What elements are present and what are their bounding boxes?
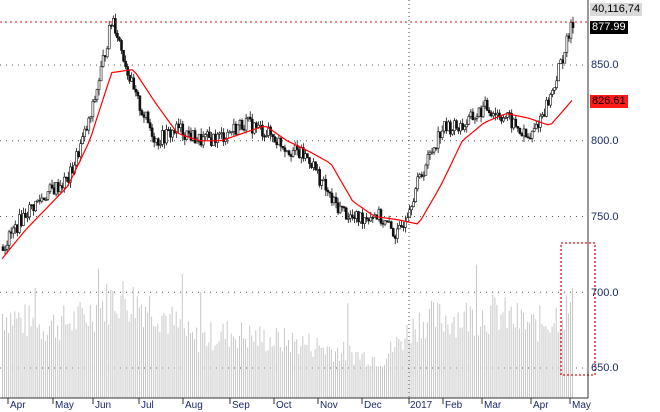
x-tick-2017: 2017 [410, 400, 433, 411]
x-tick-feb: Feb [445, 400, 463, 411]
x-tick-marks [7, 398, 571, 404]
x-tick-may-2: May [572, 400, 591, 411]
price-candles [1, 13, 575, 255]
x-tick-nov: Nov [320, 400, 338, 411]
x-tick-apr-2: Apr [533, 400, 549, 411]
x-tick-sep: Sep [232, 400, 250, 411]
x-tick-may: May [55, 400, 74, 411]
y-tick-800: 800.0 [591, 135, 619, 147]
x-tick-apr: Apr [10, 400, 26, 411]
x-tick-dec: Dec [364, 400, 382, 411]
x-tick-oct: Oct [276, 400, 292, 411]
x-tick-jul: Jul [141, 400, 154, 411]
highlight-rect [560, 242, 596, 376]
y-tick-750: 750.0 [591, 211, 619, 223]
x-tick-jun: Jun [95, 400, 112, 411]
x-tick-aug: Aug [185, 400, 203, 411]
y-tick-650: 650.0 [591, 362, 619, 374]
y-tick-850: 850.0 [591, 59, 619, 71]
y-tick-700: 700.0 [591, 287, 619, 299]
last-price-tag: 877.99 [590, 21, 628, 34]
volume-bars [2, 264, 573, 398]
moving-average-tag: 826.61 [590, 95, 628, 108]
volume-value-tag: 40,116,74 [590, 3, 643, 16]
moving-average-line [1, 69, 573, 260]
gridlines [0, 64, 587, 369]
x-tick-mar: Mar [484, 400, 502, 411]
